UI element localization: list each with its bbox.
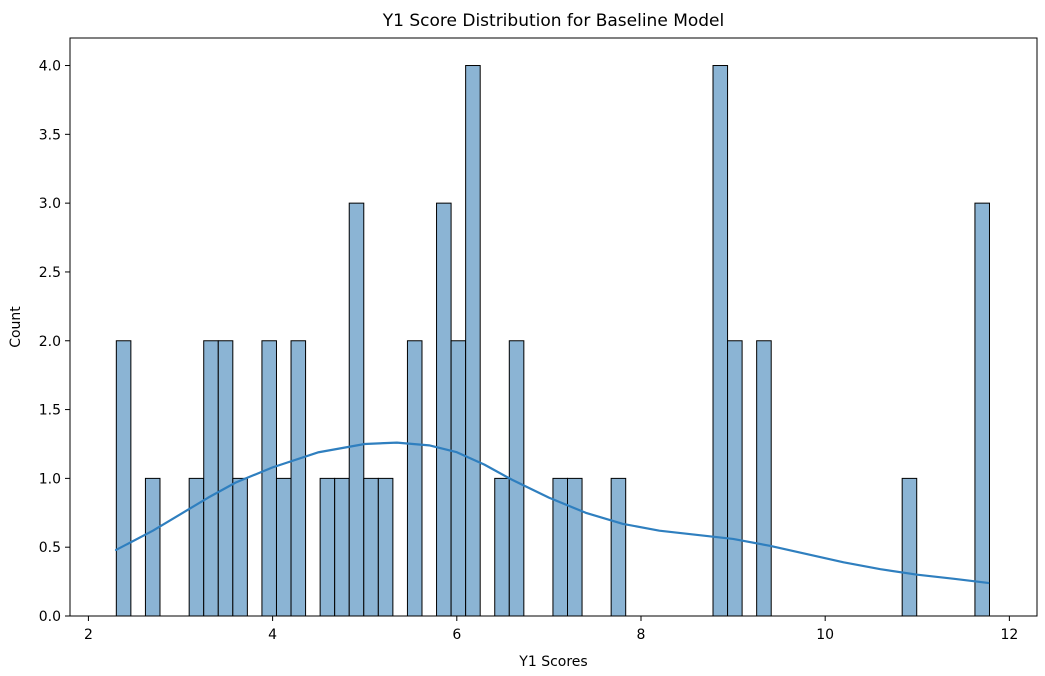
histogram-bar — [712, 65, 729, 617]
histogram-bar — [115, 340, 132, 617]
histogram-bar — [406, 340, 423, 617]
histogram-bars — [115, 65, 990, 617]
y-tick-label: 1.5 — [39, 403, 61, 419]
y-tick-label: 1.0 — [39, 471, 61, 487]
histogram-bar — [319, 477, 336, 617]
x-tick-label: 8 — [637, 627, 646, 643]
x-tick-label: 4 — [268, 627, 277, 643]
y-tick-label: 2.0 — [39, 334, 61, 350]
x-tick-label: 12 — [1000, 627, 1018, 643]
histogram-bar — [363, 477, 379, 617]
histogram-bar — [436, 202, 452, 617]
y-axis-label: Count — [8, 306, 24, 348]
histogram-bar — [465, 65, 481, 617]
histogram-bar — [275, 477, 292, 617]
x-tick-label: 6 — [452, 627, 461, 643]
x-tick-label: 2 — [84, 627, 93, 643]
histogram-bar — [144, 477, 161, 617]
histogram-bar — [334, 477, 350, 617]
x-tick-label: 10 — [816, 627, 834, 643]
axes — [69, 37, 1038, 617]
histogram-bar — [232, 477, 248, 617]
histogram-bar — [610, 477, 627, 617]
histogram-bar — [188, 477, 205, 617]
plot-frame — [69, 37, 1038, 617]
chart-title: Y1 Score Distribution for Baseline Model — [382, 11, 725, 31]
histogram-bar — [567, 477, 583, 617]
y-tick-label: 0.0 — [39, 609, 61, 625]
y-tick-label: 0.5 — [39, 540, 61, 556]
histogram-bar — [290, 340, 307, 617]
histogram-bar — [217, 340, 234, 617]
histogram-bar — [348, 202, 365, 617]
kde-line — [114, 441, 990, 585]
kde-curve-layer — [114, 441, 990, 585]
histogram-bar — [450, 340, 467, 617]
y-tick-label: 3.5 — [39, 127, 61, 143]
histogram-bar — [261, 340, 277, 617]
histogram-bar — [203, 340, 219, 617]
y-tick-label: 4.0 — [39, 59, 61, 75]
histogram-bar — [901, 477, 918, 617]
tick-marks: 2 4 6 8 10 12 0.0 0.5 1.0 1.5 2.0 2.5 3.0 3.5 4.0 — [39, 59, 1019, 643]
histogram-bar — [377, 477, 394, 617]
histogram-bar — [494, 477, 510, 617]
x-axis-label: Y1 Scores — [518, 654, 587, 670]
histogram-bar — [727, 340, 743, 617]
histogram-bar — [974, 202, 990, 617]
y-tick-label: 3.0 — [39, 196, 61, 212]
histogram-bar — [756, 340, 772, 617]
y-tick-label: 2.5 — [39, 265, 61, 281]
